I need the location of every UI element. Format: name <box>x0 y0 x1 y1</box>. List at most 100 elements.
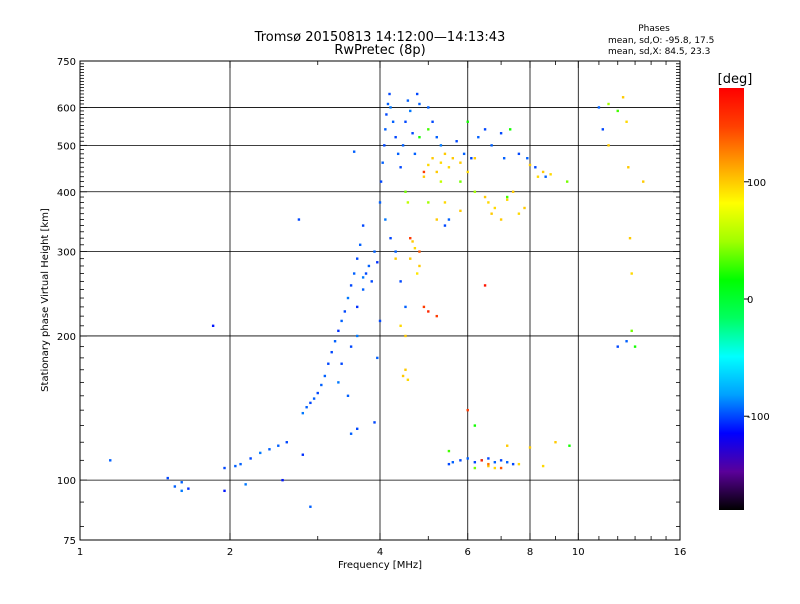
data-point <box>483 284 487 287</box>
data-point <box>349 284 353 287</box>
data-point <box>466 457 469 460</box>
data-point <box>352 272 356 275</box>
chart-title: Tromsø 20150813 14:12:00—14:13:43 <box>254 30 506 45</box>
data-point <box>373 421 376 424</box>
data-point <box>413 246 417 250</box>
data-point <box>427 310 430 313</box>
data-point <box>517 462 521 466</box>
data-point <box>297 218 301 221</box>
data-point <box>364 272 368 275</box>
data-point <box>399 324 402 328</box>
data-point <box>627 166 630 169</box>
y-axis: 75 100 200 300 400 500 600 750 <box>57 57 680 547</box>
data-point <box>473 466 477 470</box>
data-point <box>427 128 430 131</box>
data-point <box>435 218 438 221</box>
data-point <box>549 173 552 176</box>
data-point <box>404 368 407 371</box>
chart-subtitle: RwPretec (8p) <box>334 43 425 58</box>
y-tick-label: 75 <box>63 536 76 547</box>
data-point <box>394 257 397 260</box>
data-point <box>379 180 383 183</box>
data-point <box>544 175 547 178</box>
data-point <box>413 152 417 156</box>
data-point <box>396 152 400 156</box>
data-point <box>451 157 455 160</box>
data-point <box>427 106 430 109</box>
data-point <box>459 459 462 462</box>
y-tick-label: 200 <box>57 332 76 343</box>
data-point <box>404 120 407 123</box>
data-point <box>565 180 569 183</box>
data-point <box>499 459 503 462</box>
data-point <box>386 102 390 106</box>
data-point <box>173 485 177 488</box>
data-point <box>418 250 421 253</box>
data-point <box>352 150 356 153</box>
data-point <box>505 444 509 447</box>
data-point <box>431 157 434 160</box>
data-point <box>528 163 532 167</box>
data-point <box>431 120 434 123</box>
data-point <box>447 449 451 453</box>
data-point <box>415 92 419 96</box>
data-point <box>523 206 526 210</box>
data-point <box>301 453 305 456</box>
data-point <box>422 175 426 178</box>
data-point <box>312 397 316 400</box>
data-point <box>346 394 350 398</box>
phases-x-stats: mean, sd,X: 84.5, 23.3 <box>608 47 710 57</box>
data-point <box>109 459 112 462</box>
data-point <box>385 113 388 116</box>
data-point <box>376 356 379 360</box>
data-point <box>180 489 183 493</box>
data-point <box>376 261 379 264</box>
data-point <box>401 144 405 147</box>
data-point <box>411 240 414 243</box>
data-point <box>554 441 557 444</box>
data-point <box>607 102 610 106</box>
data-point <box>455 140 458 143</box>
data-point <box>493 461 497 464</box>
data-point <box>427 163 430 167</box>
data-point <box>534 166 537 169</box>
data-point <box>355 334 359 338</box>
data-point <box>517 152 521 156</box>
data-point <box>439 144 443 147</box>
data-point <box>541 464 545 468</box>
x-tick-label: 1 <box>77 547 83 558</box>
data-point <box>234 464 237 468</box>
data-point <box>480 459 483 462</box>
data-point <box>346 296 350 300</box>
data-point <box>443 201 447 204</box>
x-axis-label: Frequency [MHz] <box>338 560 422 571</box>
data-point <box>383 144 386 147</box>
data-point <box>259 451 262 455</box>
data-point <box>568 444 571 447</box>
data-point <box>406 201 410 204</box>
data-point <box>391 120 395 123</box>
data-point <box>447 462 451 466</box>
data-point <box>355 427 359 431</box>
data-point <box>528 446 532 449</box>
y-axis-label: Stationary phase Virtual Height [km] <box>40 208 51 392</box>
data-point <box>323 374 327 378</box>
x-tick-label: 6 <box>465 547 471 558</box>
data-point <box>435 314 438 318</box>
data-point <box>505 195 509 199</box>
data-point <box>541 170 545 174</box>
data-point <box>466 120 469 123</box>
data-point <box>394 135 397 139</box>
phases-o-stats: mean, sd,O: -95.8, 17.5 <box>608 36 714 46</box>
data-point <box>277 444 280 447</box>
data-point <box>422 305 426 309</box>
data-point <box>406 99 410 102</box>
data-point <box>301 411 305 415</box>
data-point <box>166 476 169 480</box>
colorbar-tick-label: 0 <box>747 295 753 306</box>
data-point <box>601 128 605 131</box>
data-point <box>439 180 443 183</box>
data-point <box>409 257 412 260</box>
data-point <box>381 161 384 164</box>
data-point <box>333 340 337 343</box>
